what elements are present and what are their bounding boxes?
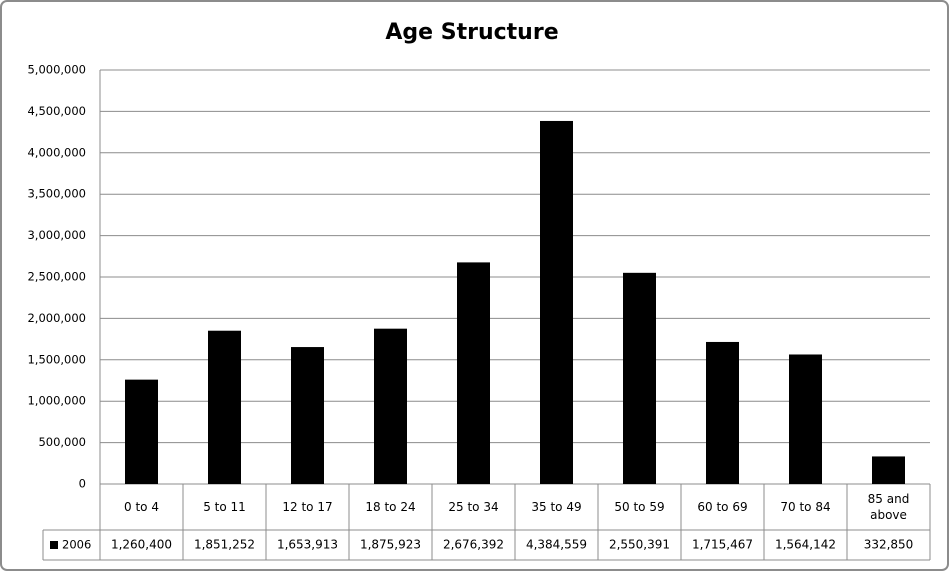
y-tick-label: 5,000,000 — [27, 63, 86, 77]
chart-title: Age Structure — [385, 20, 558, 45]
x-tick-label: 25 to 34 — [448, 500, 499, 514]
category-cell: 50 to 59 — [614, 500, 665, 514]
table-value: 1,851,252 — [194, 538, 255, 552]
category-cell: 0 to 4 — [124, 500, 159, 514]
y-tick-label: 4,000,000 — [27, 145, 86, 159]
y-tick-label: 4,500,000 — [27, 104, 86, 118]
y-tick-label: 0 — [79, 477, 86, 491]
bar — [291, 347, 324, 484]
y-tick-label: 3,500,000 — [27, 187, 86, 201]
legend-key — [50, 541, 58, 549]
bar — [374, 328, 407, 484]
x-tick-label: 50 to 59 — [614, 500, 665, 514]
bar — [706, 341, 739, 484]
x-tick-label: 0 to 4 — [124, 500, 159, 514]
x-tick-label: 5 to 11 — [203, 500, 246, 514]
bar — [623, 272, 656, 484]
y-tick-label: 500,000 — [38, 435, 86, 449]
bar — [125, 379, 158, 484]
table-value: 1,715,467 — [692, 538, 753, 552]
y-tick-label: 1,000,000 — [27, 394, 86, 408]
table-value: 1,564,142 — [775, 538, 836, 552]
x-tick-label: 70 to 84 — [780, 500, 831, 514]
bar — [208, 330, 241, 484]
table-value: 1,653,913 — [277, 538, 338, 552]
x-tick-label: 35 to 49 — [531, 500, 582, 514]
table-value: 4,384,559 — [526, 538, 587, 552]
x-tick-label: 18 to 24 — [365, 500, 416, 514]
category-cell: 60 to 69 — [697, 500, 748, 514]
bar — [540, 120, 573, 485]
legend-label: 2006 — [62, 538, 91, 552]
category-cell: 85 and above — [867, 492, 910, 522]
y-tick-label: 1,500,000 — [27, 352, 86, 366]
category-cell: 5 to 11 — [203, 500, 246, 514]
category-cell: 18 to 24 — [365, 500, 416, 514]
table-value: 1,260,400 — [111, 538, 172, 552]
y-tick-label: 3,000,000 — [27, 228, 86, 242]
x-tick-label: 12 to 17 — [282, 500, 333, 514]
category-cell: 12 to 17 — [282, 500, 333, 514]
table-value: 1,875,923 — [360, 538, 421, 552]
bar — [789, 354, 822, 484]
table-value: 332,850 — [864, 538, 914, 552]
category-cell: 70 to 84 — [780, 500, 831, 514]
table-value: 2,676,392 — [443, 538, 504, 552]
category-cell: 35 to 49 — [531, 500, 582, 514]
x-tick-label: 85 and above — [867, 492, 910, 522]
category-cell: 25 to 34 — [448, 500, 499, 514]
bar — [872, 456, 905, 484]
table-value: 2,550,391 — [609, 538, 670, 552]
y-tick-label: 2,000,000 — [27, 311, 86, 325]
bar — [457, 262, 490, 484]
y-tick-label: 2,500,000 — [27, 270, 86, 284]
x-tick-label: 60 to 69 — [697, 500, 748, 514]
